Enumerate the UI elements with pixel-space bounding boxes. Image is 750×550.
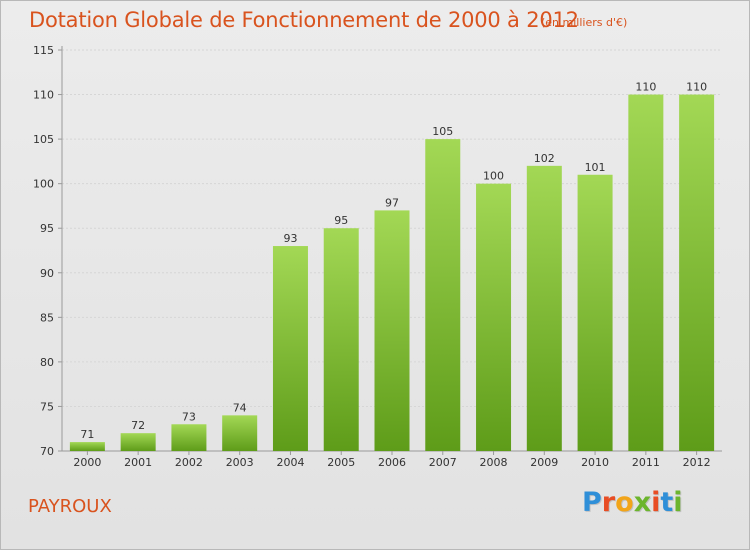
data-label-2003: 74 [233,401,247,414]
y-tick-label: 75 [40,400,54,413]
y-tick-label: 85 [40,311,54,324]
bar-2012 [679,94,715,452]
bar-2002 [171,424,207,451]
data-label-2012: 110 [686,81,707,94]
y-tick-label: 70 [40,445,54,458]
data-label-2002: 73 [182,410,196,423]
logo-letter: t [660,487,674,518]
logo-letter: i [651,487,661,518]
data-label-2006: 97 [385,196,399,209]
bar-2007 [425,139,461,451]
proxiti-logo: Proxiti [582,487,683,518]
x-tick-label: 2001 [124,456,152,469]
x-tick-label: 2008 [480,456,508,469]
bar-2006 [374,210,410,451]
y-tick-label: 90 [40,267,54,280]
y-tick-labels: 70 75 80 85 90 95 100 105 110 115 [33,44,54,458]
x-tick-label: 2010 [581,456,609,469]
x-tick-label: 2011 [632,456,660,469]
x-tick-label: 2000 [73,456,101,469]
bar-2005 [323,228,359,451]
bar-2003 [222,415,258,451]
data-label-2009: 102 [534,152,555,165]
bar-2004 [272,246,308,451]
bars [69,94,715,452]
data-label-2000: 71 [80,428,94,441]
x-tick-label: 2003 [226,456,254,469]
y-tick-label: 100 [33,178,54,191]
place-name: PAYROUX [28,496,112,517]
logo-letter: x [633,487,652,518]
bar-2000 [69,442,105,451]
bar-2008 [476,183,512,451]
x-tick-label: 2004 [276,456,304,469]
data-labels: 71 72 73 74 93 95 97 105 100 102 101 110 110 [80,81,707,442]
logo-letter: r [601,487,616,518]
data-label-2008: 100 [483,170,504,183]
x-tick-label: 2006 [378,456,406,469]
y-tick-label: 105 [33,133,54,146]
y-tick-label: 110 [33,89,54,102]
y-tick-label: 115 [33,44,54,57]
logo-letter: i [673,487,683,518]
x-tick-labels: 2000 2001 2002 2003 2004 2005 2006 2007 2008 2009… [73,451,711,469]
data-label-2001: 72 [131,419,145,432]
bar-2001 [120,433,156,451]
logo-letter: P [582,487,602,518]
x-tick-label: 2005 [327,456,355,469]
y-tick-label: 80 [40,356,54,369]
bar-2011 [628,94,664,452]
x-tick-label: 2009 [530,456,558,469]
chart-subtitle: (en milliers d'€) [541,16,628,29]
y-tick-label: 95 [40,222,54,235]
bar-2010 [577,174,613,451]
bar-2009 [526,165,562,451]
data-label-2010: 101 [585,161,606,174]
x-tick-label: 2007 [429,456,457,469]
data-label-2011: 110 [635,81,656,94]
logo-letter: o [615,487,634,518]
x-tick-label: 2002 [175,456,203,469]
data-label-2007: 105 [432,125,453,138]
data-label-2005: 95 [334,214,348,227]
x-tick-label: 2012 [683,456,711,469]
grid-lines [58,49,722,452]
data-label-2004: 93 [283,232,297,245]
chart-title: Dotation Globale de Fonctionnement de 20… [29,8,579,32]
